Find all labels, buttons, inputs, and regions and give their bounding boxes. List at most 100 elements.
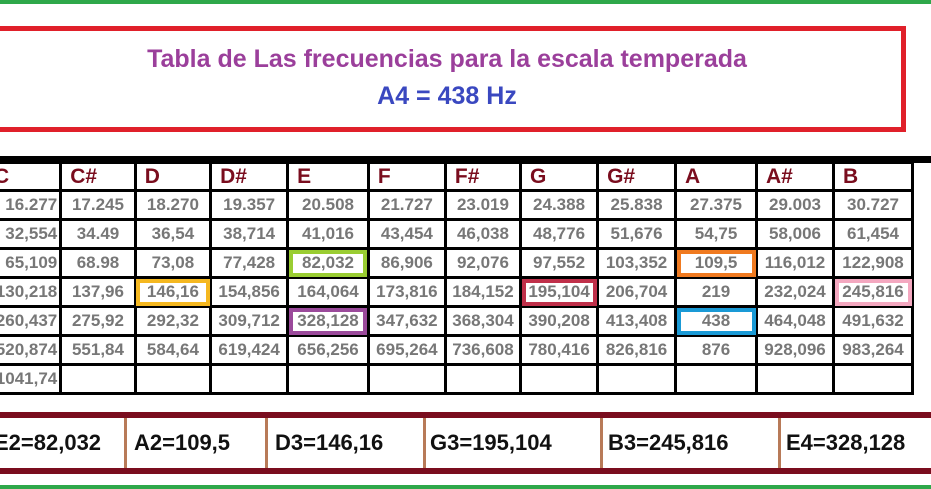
frequency-cell: 260,437	[0, 305, 63, 337]
frequency-cell: 77,428	[209, 247, 290, 279]
frequency-cell: 51,676	[596, 218, 678, 250]
frequency-cell: 38,714	[209, 218, 290, 250]
frequency-cell: 464,048	[754, 305, 836, 337]
column-header-f-sharp: F#	[443, 161, 523, 192]
string-frequency-label: D3=146,16	[275, 430, 384, 455]
frequency-cell: 390,208	[519, 305, 600, 337]
frequency-cell: 928,096	[754, 334, 836, 366]
frequency-cell: 43,454	[366, 218, 447, 250]
frequency-cell: 584,64	[133, 334, 213, 366]
column-header-e: E	[286, 161, 370, 192]
frequency-cell: 347,632	[366, 305, 447, 337]
frequency-cell: 164,064	[286, 276, 370, 308]
frequency-cell: 368,304	[443, 305, 523, 337]
column-header-g-sharp: G#	[596, 161, 678, 192]
band-divider	[124, 418, 127, 468]
frequency-cell: 41,016	[286, 218, 370, 250]
frequency-cell: 122,908	[832, 247, 914, 279]
frequency-cell: 61,454	[832, 218, 914, 250]
frequency-cell: 695,264	[366, 334, 447, 366]
frequency-cell: 551,84	[59, 334, 137, 366]
table-row: 130,218 137,96 146,16 154,856 164,064 173,816…	[0, 276, 914, 308]
frequency-cell: 137,96	[59, 276, 137, 308]
top-green-line	[0, 0, 931, 4]
frequency-cell: 876	[674, 334, 758, 366]
frequency-cell	[133, 363, 213, 395]
frequency-cell	[209, 363, 290, 395]
column-header-a-sharp: A#	[754, 161, 836, 192]
table-row: 520,874 551,84 584,64 619,424 656,256 695,264…	[0, 334, 914, 366]
frequency-cell: 36,54	[133, 218, 213, 250]
column-header-b: B	[832, 161, 914, 192]
frequency-cell: 58,006	[754, 218, 836, 250]
frequency-cell: 54,75	[674, 218, 758, 250]
frequency-cell: 154,856	[209, 276, 290, 308]
table-row: 32,554 34.49 36,54 38,714 41,016 43,454 46,038…	[0, 218, 914, 250]
frequency-cell: 184,152	[443, 276, 523, 308]
frequency-cell: 29.003	[754, 189, 836, 221]
string-frequency-label: E4=328,128	[786, 430, 906, 455]
table-row: 65,109 68.98 73,08 77,428 82,032 86,906 92,076…	[0, 247, 914, 279]
table-row: 260,437 275,92 292,32 309,712 328,128 347,632…	[0, 305, 914, 337]
highlighted-frequency-cell: 146,16	[133, 276, 213, 308]
frequency-cell: 24.388	[519, 189, 600, 221]
column-header-a: A	[674, 161, 758, 192]
frequency-cell: 34.49	[59, 218, 137, 250]
band-divider	[423, 418, 426, 468]
frequency-cell: 21.727	[366, 189, 447, 221]
frequency-cell: 103,352	[596, 247, 678, 279]
table-top-bar	[0, 156, 931, 163]
table-row: 16.277 17.245 18.270 19.357 20.508 21.727 23.0…	[0, 189, 914, 221]
frequency-cell: 68.98	[59, 247, 137, 279]
highlighted-frequency-cell: 82,032	[286, 247, 370, 279]
frequency-cell: 826,816	[596, 334, 678, 366]
frequency-cell	[59, 363, 137, 395]
frequency-cell: 491,632	[832, 305, 914, 337]
frequency-cell: 18.270	[133, 189, 213, 221]
band-divider	[265, 418, 268, 468]
frequency-cell	[674, 363, 758, 395]
frequency-table: CC#DD#EFF#GG#AA#B 16.27717.24518.27019.3…	[0, 161, 914, 395]
frequency-cell: 206,704	[596, 276, 678, 308]
string-frequency-label: A2=109,5	[134, 430, 231, 455]
frequency-cell: 17.245	[59, 189, 137, 221]
frequency-cell	[754, 363, 836, 395]
frequency-cell: 736,608	[443, 334, 523, 366]
column-header-d: D	[133, 161, 213, 192]
title-box: Tabla de Las frecuencias para la escala …	[0, 26, 906, 132]
frequency-cell: 97,552	[519, 247, 600, 279]
frequency-cell: 173,816	[366, 276, 447, 308]
highlighted-frequency-cell: 195,104	[519, 276, 600, 308]
frequency-cell: 19.357	[209, 189, 290, 221]
frequency-cell: 232,024	[754, 276, 836, 308]
highlighted-frequency-cell: 245,816	[832, 276, 914, 308]
frequency-cell: 292,32	[133, 305, 213, 337]
frequency-cell: 16.277	[0, 189, 63, 221]
page-title: Tabla de Las frecuencias para la escala …	[147, 45, 747, 73]
highlighted-frequency-cell: 328,128	[286, 305, 370, 337]
frequency-cell: 780,416	[519, 334, 600, 366]
string-frequency-label: E2=82,032	[0, 430, 102, 455]
frequency-cell: 73,08	[133, 247, 213, 279]
frequency-cell	[443, 363, 523, 395]
string-frequency-label: G3=195,104	[430, 430, 552, 455]
frequency-cell: 32,554	[0, 218, 63, 250]
band-divider	[778, 418, 781, 468]
page-subtitle: A4 = 438 Hz	[377, 82, 517, 110]
frequency-cell	[286, 363, 370, 395]
string-frequency-label: B3=245,816	[608, 430, 729, 455]
column-header-c: C	[0, 161, 63, 192]
header-row: CC#DD#EFF#GG#AA#B	[0, 161, 914, 192]
column-header-d-sharp: D#	[209, 161, 290, 192]
frequency-cell: 983,264	[832, 334, 914, 366]
frequency-cell: 130,218	[0, 276, 63, 308]
frequency-cell: 65,109	[0, 247, 63, 279]
frequency-cell: 1041,74	[0, 363, 63, 395]
frequency-cell: 309,712	[209, 305, 290, 337]
frequency-cell: 413,408	[596, 305, 678, 337]
table-row: 1041,74	[0, 363, 914, 395]
highlighted-frequency-cell: 109,5	[674, 247, 758, 279]
column-header-f: F	[366, 161, 447, 192]
frequency-cell: 30.727	[832, 189, 914, 221]
frequency-cell: 27.375	[674, 189, 758, 221]
